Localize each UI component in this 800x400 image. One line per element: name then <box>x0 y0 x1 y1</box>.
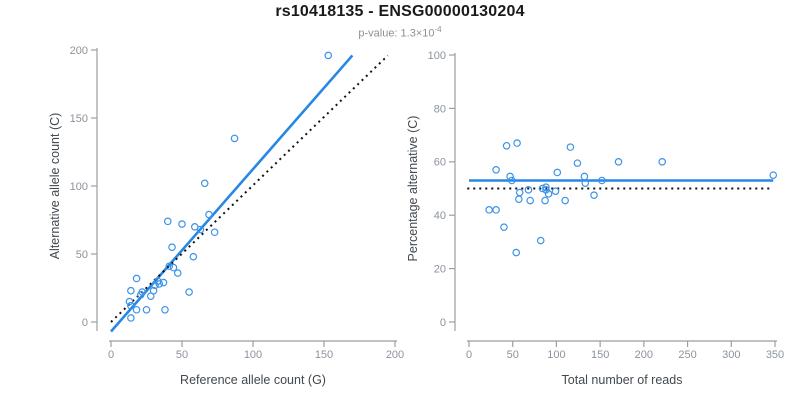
data-point <box>169 263 178 272</box>
data-point <box>513 139 521 147</box>
identity-line <box>110 54 389 323</box>
x-tick-label: 150 <box>591 349 609 361</box>
y-tick-label: 60 <box>434 157 446 169</box>
data-point <box>542 183 550 191</box>
x-axis-title: Reference allele count (G) <box>180 373 326 387</box>
data-point <box>538 184 547 193</box>
data-point <box>590 191 598 199</box>
data-point <box>566 143 575 151</box>
x-tick-label: 200 <box>386 349 404 361</box>
data-point <box>230 134 239 143</box>
data-point <box>164 217 172 226</box>
x-tick-label: 300 <box>722 349 740 361</box>
y-tick-label: 100 <box>70 181 88 193</box>
data-point <box>210 228 219 237</box>
data-point <box>168 243 176 252</box>
y-tick-label: 80 <box>434 103 446 115</box>
allele-counts-plot: 0 50 100 150 200 0 50 100 150 200 Reference allele… <box>48 45 404 387</box>
data-point <box>580 172 589 181</box>
data-point <box>524 186 533 194</box>
regression-line <box>110 54 354 333</box>
data-point <box>200 179 209 188</box>
data-point <box>159 278 168 287</box>
data-point <box>127 286 135 295</box>
data-point <box>598 176 606 185</box>
data-point <box>205 210 213 219</box>
pvalue-multiplier: ×10 <box>415 27 435 40</box>
data-point <box>515 188 524 197</box>
y-axis-title: Alternative allele count (C) <box>48 113 62 260</box>
x-tick-label: 50 <box>507 349 519 361</box>
y-tick-label: 150 <box>70 113 88 125</box>
data-point <box>492 206 500 214</box>
data-point <box>127 301 135 310</box>
data-point <box>125 297 134 306</box>
data-point <box>512 248 521 257</box>
data-point <box>324 51 333 60</box>
x-tick-label: 0 <box>108 349 114 361</box>
data-point <box>506 172 514 181</box>
y-tick-label: 40 <box>434 210 446 222</box>
data-point <box>178 220 186 228</box>
data-point <box>185 288 193 296</box>
y-axis-title: Percentage alternative (C) <box>406 116 420 262</box>
data-point <box>132 274 141 283</box>
x-axis-title: Total number of reads <box>562 373 683 387</box>
figure-subtitle: p-value: 1.3×10-4 <box>0 25 800 40</box>
data-point <box>485 206 493 214</box>
data-point <box>127 314 135 322</box>
data-point <box>551 187 560 195</box>
data-point <box>137 290 145 299</box>
x-tick-label: 0 <box>466 349 472 361</box>
x-tick-label: 200 <box>635 349 653 361</box>
data-point <box>142 305 151 314</box>
y-tick-label: 0 <box>440 317 446 329</box>
data-point <box>536 236 545 245</box>
data-point <box>658 158 667 166</box>
y-tick-label: 100 <box>428 50 446 62</box>
y-tick-label: 200 <box>70 45 88 57</box>
data-point <box>544 190 553 198</box>
data-point <box>165 262 174 271</box>
data-point <box>502 141 511 150</box>
x-tick-label: 150 <box>315 349 333 361</box>
y-tick-label: 0 <box>82 317 88 329</box>
data-point <box>581 179 590 187</box>
data-point <box>500 223 508 232</box>
figure-title: rs10418135 - ENSG00000130204 <box>275 3 525 20</box>
data-point <box>196 225 205 234</box>
data-point <box>161 305 169 314</box>
data-point <box>189 252 198 261</box>
data-point <box>146 292 155 300</box>
percentage-alternative-plot: 0 20 40 60 80 100 0 50 100 150 200 250 300 350 Total n… <box>406 50 784 387</box>
data-point <box>769 171 778 179</box>
data-point <box>173 269 182 277</box>
pvalue-exponent: -4 <box>434 25 442 34</box>
data-point <box>132 305 141 314</box>
x-tick-label: 50 <box>176 349 188 361</box>
y-tick-label: 20 <box>434 263 446 275</box>
data-point <box>492 166 500 174</box>
x-tick-label: 350 <box>766 349 784 361</box>
data-point <box>561 196 569 205</box>
data-point <box>526 196 535 205</box>
data-point <box>515 195 523 203</box>
x-tick-label: 100 <box>547 349 565 361</box>
data-point <box>553 168 562 177</box>
data-point <box>573 159 582 167</box>
data-point <box>151 281 159 290</box>
data-point <box>541 196 549 205</box>
x-tick-label: 250 <box>678 349 696 361</box>
x-tick-label: 100 <box>244 349 262 361</box>
data-point <box>155 280 164 288</box>
data-point <box>508 176 516 185</box>
pvalue-label: p-value: 1.3 <box>358 27 416 40</box>
data-point <box>614 158 623 166</box>
y-tick-label: 50 <box>76 249 88 261</box>
